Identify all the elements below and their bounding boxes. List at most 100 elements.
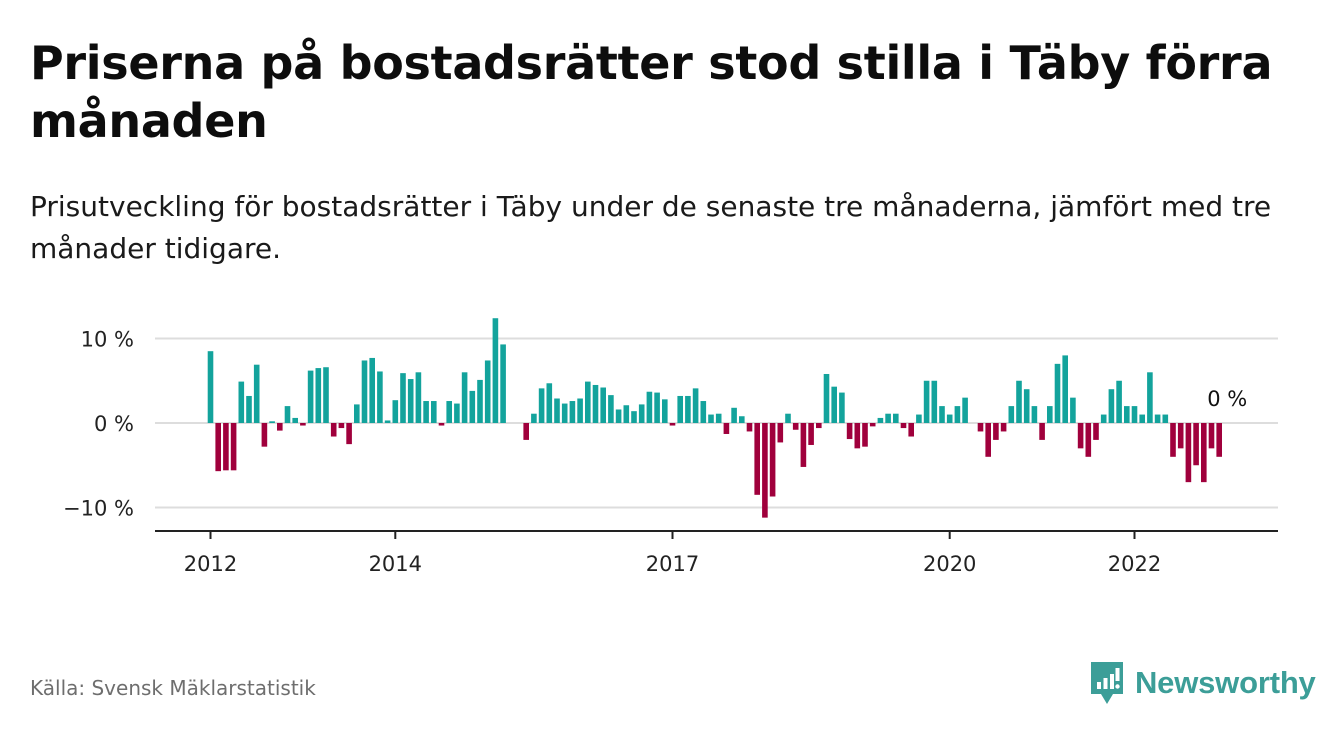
bar-chart: 10 % 0 % −10 % 2012 2014 2017 2020 2022 0 % <box>63 318 1278 576</box>
bar-positive <box>400 373 406 423</box>
bar-positive <box>207 351 214 423</box>
chart-title: Priserna på bostadsrätter stod stilla i … <box>30 36 1273 148</box>
bar-positive <box>323 367 329 423</box>
bar-negative <box>762 423 768 518</box>
bar-positive <box>431 401 437 423</box>
bar-positive <box>454 403 460 423</box>
bar-negative <box>1208 423 1215 449</box>
y-tick-label: −10 % <box>63 497 134 521</box>
bar-positive <box>377 371 383 423</box>
x-tick-label: 2017 <box>646 552 699 576</box>
bar-positive <box>662 399 668 423</box>
bar-positive <box>538 388 545 423</box>
bar-positive <box>1031 406 1038 423</box>
bar-negative <box>338 423 345 429</box>
bar-negative <box>346 423 352 445</box>
bar-positive <box>369 357 375 423</box>
bar-negative <box>1193 423 1199 466</box>
bar-negative <box>769 423 776 497</box>
bar-positive <box>238 381 245 423</box>
bar-positive <box>292 417 298 423</box>
bar-positive <box>554 398 560 423</box>
bar-negative <box>854 423 861 449</box>
bar-positive <box>284 406 291 423</box>
bar-negative <box>223 423 229 471</box>
bar-negative <box>300 423 306 426</box>
bar-negative <box>869 423 876 427</box>
bar-negative <box>215 423 221 472</box>
x-tick-label: 2022 <box>1108 552 1161 576</box>
bar-positive <box>877 417 884 423</box>
y-tick-label: 0 % <box>94 412 134 436</box>
bar-positive <box>885 413 891 423</box>
bar-positive <box>692 388 699 423</box>
bar-positive <box>407 379 414 423</box>
bar-negative <box>1185 423 1192 483</box>
bar-positive <box>1008 406 1015 423</box>
bar-negative <box>1000 423 1007 432</box>
bar-positive <box>946 414 953 423</box>
bar-positive <box>923 380 930 423</box>
bar-positive <box>1016 380 1022 423</box>
brand[interactable]: Newsworthy <box>1088 660 1316 706</box>
bar-positive <box>361 360 368 423</box>
bar-negative <box>808 423 814 445</box>
bar-positive <box>307 370 314 423</box>
bar-positive <box>477 379 483 423</box>
bar-positive <box>708 414 714 423</box>
bar-negative <box>1177 423 1184 449</box>
bar-positive <box>1124 406 1130 423</box>
bar-positive <box>354 404 360 423</box>
bar-negative <box>523 423 529 440</box>
bar-positive <box>654 392 660 423</box>
bar-positive <box>1131 406 1138 423</box>
bar-positive <box>446 401 452 423</box>
bar-positive <box>561 403 568 423</box>
bar-negative <box>1077 423 1084 449</box>
bar-negative <box>669 423 676 426</box>
last-value-label: 0 % <box>1207 387 1247 411</box>
bar-positive <box>1139 414 1145 423</box>
bar-positive <box>739 416 745 423</box>
bar-positive <box>931 380 938 423</box>
bar-negative <box>754 423 760 495</box>
bar-positive <box>531 413 537 423</box>
bar-positive <box>246 395 252 423</box>
brand-name: Newsworthy <box>1135 665 1316 700</box>
bar-positive <box>623 405 630 423</box>
bar-positive <box>461 372 468 423</box>
bar-negative <box>330 423 337 437</box>
bar-positive <box>469 390 476 423</box>
bar-positive <box>1062 355 1068 423</box>
bar-positive <box>731 407 737 423</box>
bar-negative <box>846 423 853 440</box>
bar-negative <box>230 423 237 471</box>
bar-negative <box>800 423 807 467</box>
x-tick-label: 2020 <box>923 552 976 576</box>
bar-positive <box>577 398 583 423</box>
bar-negative <box>900 423 907 429</box>
bar-positive <box>392 400 399 424</box>
bar-positive <box>631 411 637 423</box>
x-axis <box>155 530 1278 539</box>
bar-positive <box>492 318 499 423</box>
bar-negative <box>1170 423 1176 457</box>
bar-negative <box>816 423 822 429</box>
bar-positive <box>1162 414 1169 423</box>
bar-positive <box>569 401 576 423</box>
bar-positive <box>954 406 961 423</box>
bar-positive <box>1147 372 1153 423</box>
bar-positive <box>500 344 506 423</box>
bar-positive <box>700 401 707 423</box>
x-tick-label: 2014 <box>369 552 422 576</box>
newsworthy-logo-icon <box>1091 662 1123 704</box>
bar-positive <box>608 395 614 423</box>
bar-negative <box>1039 423 1045 440</box>
bar-negative <box>261 423 268 447</box>
bar-positive <box>823 373 830 423</box>
bar-positive <box>269 421 275 423</box>
bar-positive <box>1116 380 1122 423</box>
source-note: Källa: Svensk Mäklarstatistik <box>30 676 316 700</box>
bar-positive <box>1054 363 1061 423</box>
bar-negative <box>792 423 799 430</box>
